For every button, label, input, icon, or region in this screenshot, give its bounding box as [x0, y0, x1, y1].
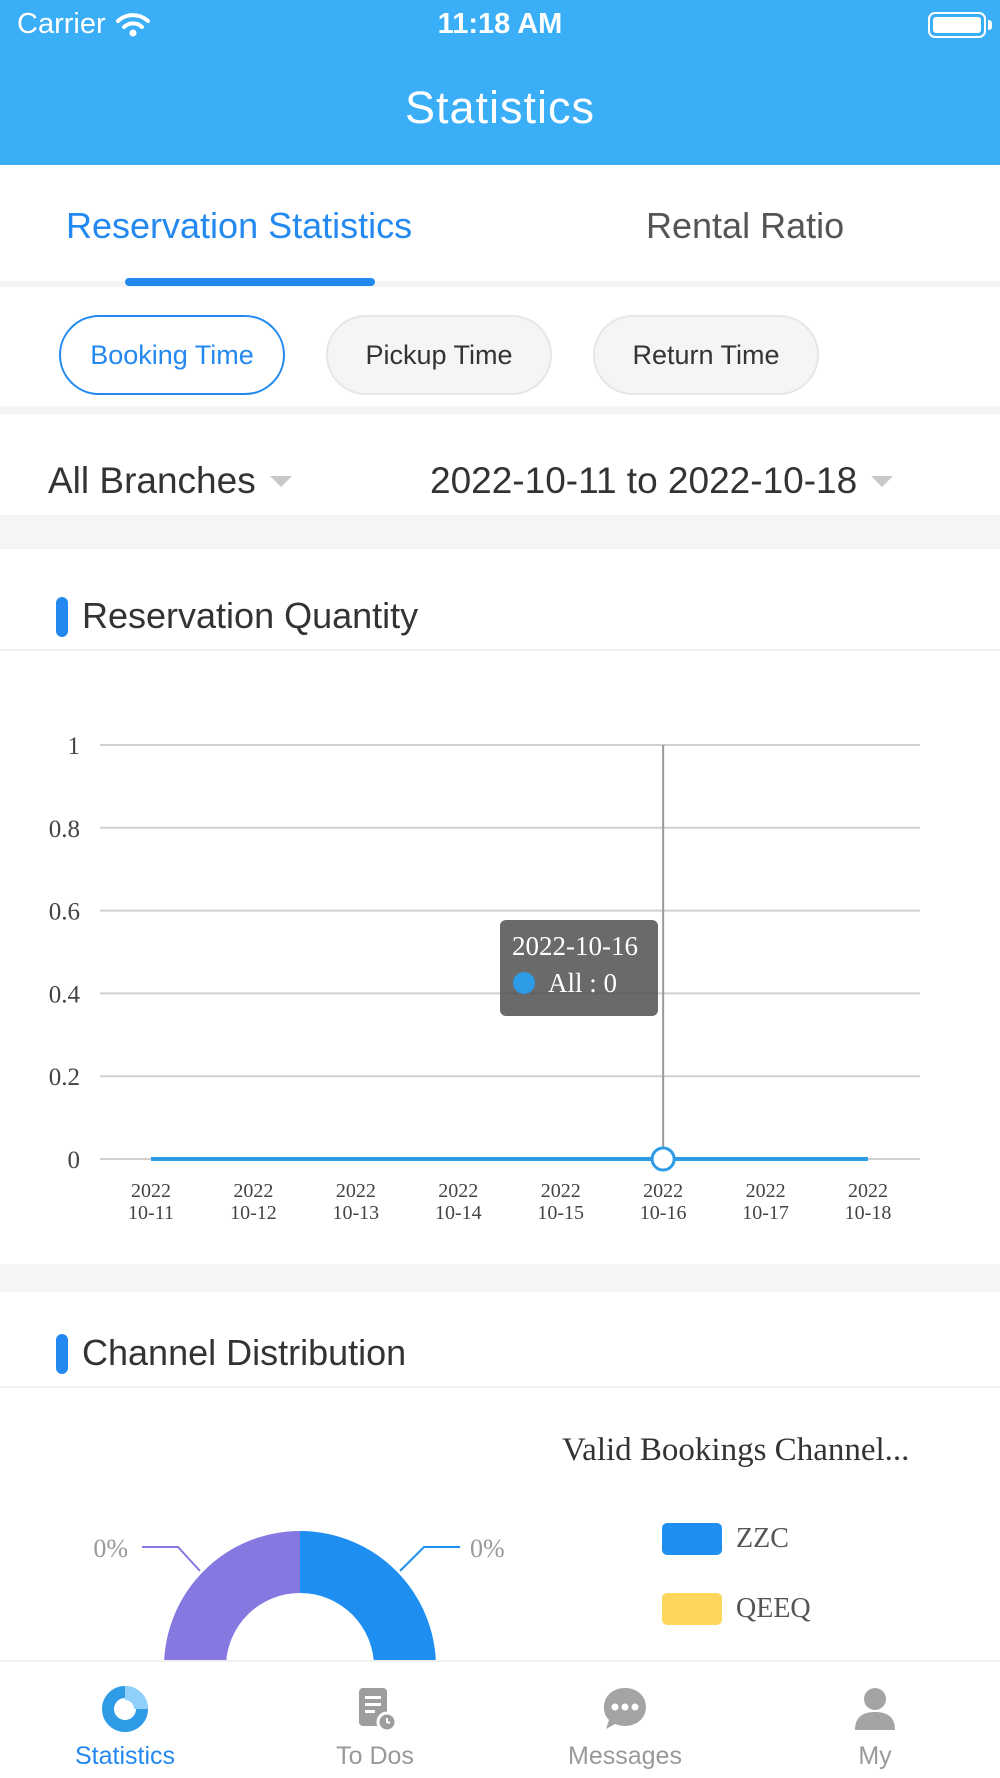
battery-icon [928, 12, 992, 38]
label-leader-line [399, 1546, 460, 1572]
tabbar-label: Statistics [74, 1742, 176, 1770]
reservation-chart[interactable]: 0 0.2 0.4 0.6 0.8 1 2022 10-11 2022 10-12 2022 10-1… [0, 652, 1000, 1292]
tab-reservation-statistics[interactable]: Reservation Statistics [66, 205, 413, 246]
legend-item-qeeq[interactable]: QEEQ [662, 1593, 811, 1625]
status-bar: Carrier 11:18 AM [0, 0, 1000, 50]
pie-percent-label: 0% [470, 1534, 505, 1563]
tabbar-item-statistics[interactable]: Statistics [0, 1662, 250, 1778]
date-range-label: 2022-10-11 to 2022-10-18 [430, 460, 858, 501]
section-title: Channel Distribution [82, 1332, 407, 1373]
tooltip-date: 2022-10-16 [512, 931, 638, 961]
return-time-button[interactable]: Return Time [593, 315, 819, 395]
pie-slice [300, 1531, 436, 1660]
legend-swatch [662, 1593, 722, 1625]
tab-active-indicator [125, 278, 375, 286]
y-tick-label: 0.2 [49, 1064, 80, 1091]
y-tick-label: 0 [68, 1147, 81, 1174]
bottom-tab-bar: Statistics To Dos Messages My [0, 1660, 1000, 1778]
profile-icon [855, 1688, 895, 1730]
x-tick-label: 2022 10-14 [435, 1180, 482, 1224]
todos-icon [359, 1688, 398, 1733]
reservation-quantity-header: Reservation Quantity [0, 583, 1000, 651]
time-filter-group: Booking Time Pickup Time Return Time [0, 293, 1000, 414]
x-tick-label: 2022 10-12 [230, 1180, 277, 1224]
legend-item-zzc[interactable]: ZZC [662, 1523, 789, 1555]
pickup-time-button[interactable]: Pickup Time [326, 315, 552, 395]
y-tick-label: 0.8 [49, 816, 80, 843]
legend-label: QEEQ [736, 1593, 811, 1624]
tooltip-marker [513, 972, 535, 994]
carrier-label: Carrier [17, 8, 106, 40]
tabbar-item-todos[interactable]: To Dos [250, 1662, 500, 1778]
tooltip-value: All : 0 [548, 968, 617, 998]
tabbar-item-my[interactable]: My [750, 1662, 1000, 1778]
x-tick-label: 2022 10-15 [537, 1180, 584, 1224]
y-tick-label: 1 [68, 733, 81, 760]
app-header: Carrier 11:18 AM Statistics [0, 0, 1000, 165]
label-leader-line [142, 1546, 201, 1572]
carrier: Carrier [17, 8, 150, 41]
messages-icon [604, 1688, 646, 1729]
section-marker [56, 597, 68, 637]
line-chart[interactable]: 0 0.2 0.4 0.6 0.8 1 2022 10-11 2022 10-12 2022 10-1… [0, 652, 1000, 1264]
statistics-icon [102, 1686, 148, 1732]
caret-down-icon [871, 475, 894, 487]
tooltip-box [500, 920, 658, 1016]
stats-tabs: Reservation Statistics Rental Ratio [0, 165, 1000, 287]
x-tick-label: 2022 10-13 [333, 1180, 380, 1224]
channel-chart[interactable]: 0% 0% Valid Bookings Channel... ZZC QEEQ [0, 1390, 1000, 1660]
legend-label: ZZC [736, 1523, 789, 1554]
x-tick-label: 2022 10-17 [742, 1180, 789, 1224]
channel-distribution-header: Channel Distribution [0, 1320, 1000, 1388]
donut-chart[interactable]: 0% 0% [0, 1390, 1000, 1660]
filter-selectors: All Branches 2022-10-11 to 2022-10-18 [0, 414, 1000, 549]
chart-title: Valid Bookings Channel... [562, 1432, 910, 1468]
x-tick-label: 2022 10-18 [845, 1180, 892, 1224]
status-time: 11:18 AM [437, 8, 563, 40]
y-tick-label: 0.4 [49, 981, 81, 1008]
y-tick-label: 0.6 [49, 899, 80, 926]
x-tick-label: 2022 10-11 [128, 1180, 174, 1224]
page-title: Statistics [404, 82, 596, 133]
x-tick-label: 2022 10-16 [640, 1180, 687, 1224]
tabbar-label: My [858, 1742, 892, 1770]
section-marker [56, 1334, 68, 1374]
branch-dropdown-label: All Branches [48, 460, 256, 501]
date-range-dropdown[interactable]: 2022-10-11 to 2022-10-18 [430, 460, 894, 502]
branch-dropdown[interactable]: All Branches [48, 460, 292, 502]
tab-rental-ratio[interactable]: Rental Ratio [646, 205, 845, 246]
tabbar-label: To Dos [336, 1742, 414, 1770]
pie-percent-label: 0% [93, 1534, 128, 1563]
tabbar-label: Messages [568, 1742, 682, 1770]
booking-time-button[interactable]: Booking Time [59, 315, 285, 395]
section-title: Reservation Quantity [82, 595, 419, 636]
wifi-icon [115, 12, 150, 36]
caret-down-icon [269, 475, 292, 487]
legend-swatch [662, 1523, 722, 1555]
tabbar-item-messages[interactable]: Messages [500, 1662, 750, 1778]
data-point [650, 1146, 676, 1172]
pie-slice [164, 1531, 300, 1660]
